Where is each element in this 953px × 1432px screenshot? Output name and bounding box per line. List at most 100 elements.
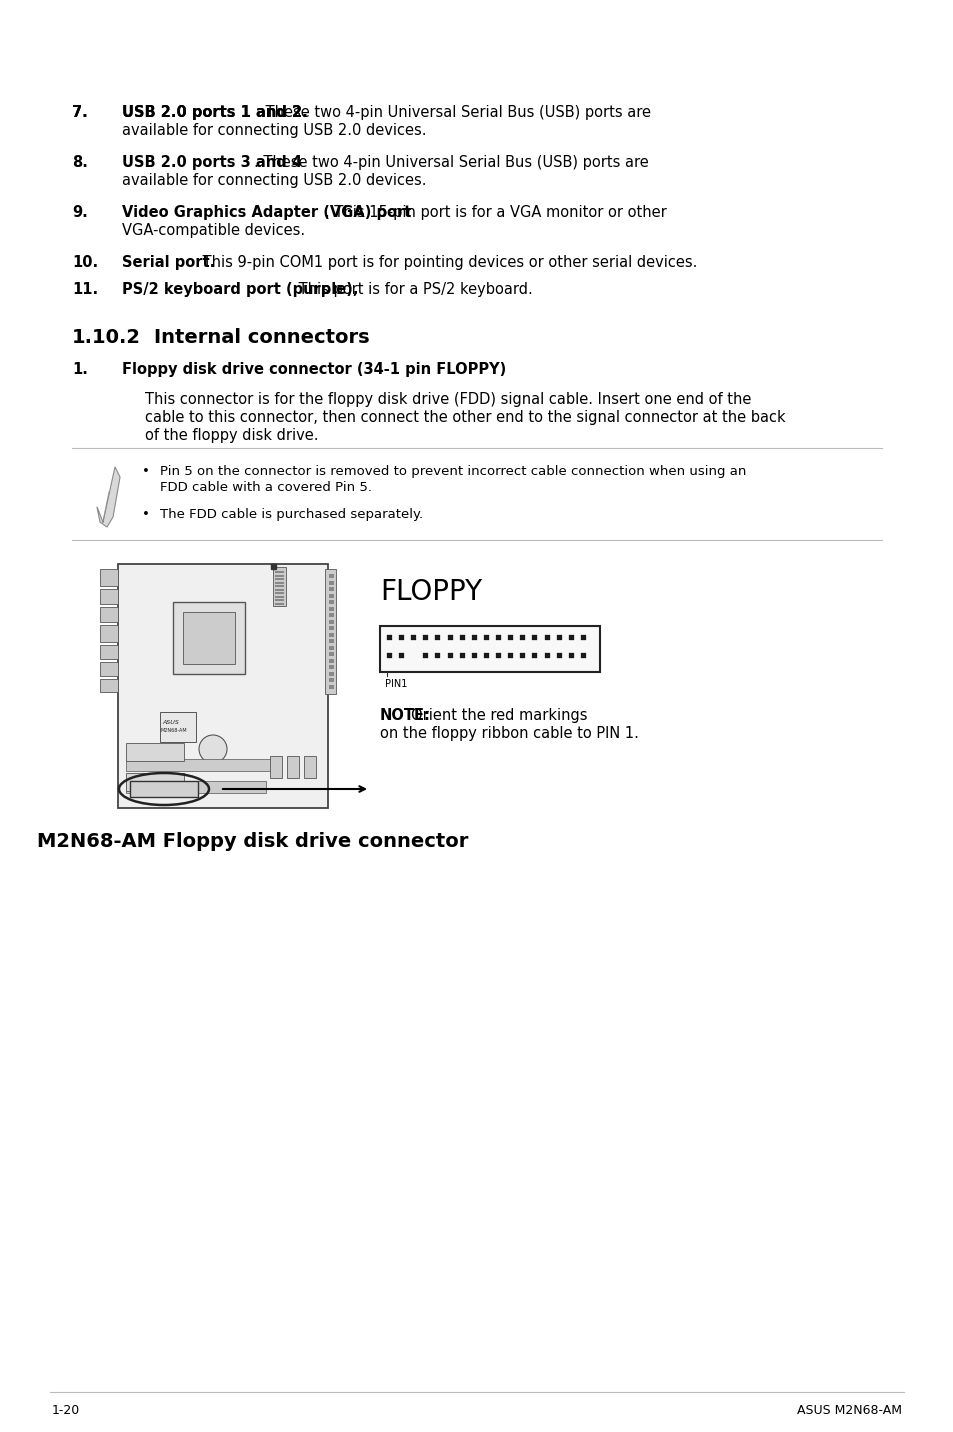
Polygon shape xyxy=(274,579,284,580)
Text: ASUS: ASUS xyxy=(162,720,178,725)
Text: This connector is for the floppy disk drive (FDD) signal cable. Insert one end o: This connector is for the floppy disk dr… xyxy=(145,392,751,407)
Text: VGA-compatible devices.: VGA-compatible devices. xyxy=(122,223,305,238)
Text: 9.: 9. xyxy=(71,205,88,221)
Text: 1.: 1. xyxy=(71,362,88,377)
Text: available for connecting USB 2.0 devices.: available for connecting USB 2.0 devices… xyxy=(122,123,426,137)
Polygon shape xyxy=(100,569,118,586)
Polygon shape xyxy=(274,581,284,583)
Polygon shape xyxy=(126,780,266,793)
Polygon shape xyxy=(483,653,489,657)
Polygon shape xyxy=(447,634,452,640)
Text: 1-20: 1-20 xyxy=(52,1403,80,1418)
Polygon shape xyxy=(287,756,298,778)
Polygon shape xyxy=(183,611,234,664)
Polygon shape xyxy=(556,634,561,640)
Polygon shape xyxy=(274,603,284,604)
Polygon shape xyxy=(496,634,500,640)
Polygon shape xyxy=(329,613,334,617)
Polygon shape xyxy=(329,620,334,623)
Polygon shape xyxy=(472,653,476,657)
Text: 10.: 10. xyxy=(71,255,98,271)
Polygon shape xyxy=(329,652,334,656)
Text: . These two 4-pin Universal Serial Bus (USB) ports are: . These two 4-pin Universal Serial Bus (… xyxy=(254,155,648,170)
Polygon shape xyxy=(329,580,334,584)
Polygon shape xyxy=(126,773,184,790)
Text: 1.10.2: 1.10.2 xyxy=(71,328,141,347)
Polygon shape xyxy=(329,672,334,676)
Polygon shape xyxy=(304,756,315,778)
Polygon shape xyxy=(270,756,282,778)
Polygon shape xyxy=(379,626,599,672)
Polygon shape xyxy=(329,607,334,610)
Text: USB 2.0 ports 1 and 2.: USB 2.0 ports 1 and 2. xyxy=(122,105,308,120)
Polygon shape xyxy=(329,633,334,636)
Text: •: • xyxy=(142,465,150,478)
Text: of the floppy disk drive.: of the floppy disk drive. xyxy=(145,428,318,442)
Text: Pin 5 on the connector is removed to prevent incorrect cable connection when usi: Pin 5 on the connector is removed to pre… xyxy=(160,465,745,478)
Polygon shape xyxy=(532,653,537,657)
Polygon shape xyxy=(329,574,334,579)
Polygon shape xyxy=(329,600,334,604)
Text: FDD cable with a covered Pin 5.: FDD cable with a covered Pin 5. xyxy=(160,481,372,494)
Text: USB 2.0 ports 1 and 2. These two 4-pin Universal Serial Bus (USB) ports are: USB 2.0 ports 1 and 2. These two 4-pin U… xyxy=(122,105,677,120)
Circle shape xyxy=(174,748,181,753)
Polygon shape xyxy=(126,743,184,760)
Polygon shape xyxy=(329,659,334,663)
Polygon shape xyxy=(271,564,275,569)
Text: Video Graphics Adapter (VGA) port: Video Graphics Adapter (VGA) port xyxy=(122,205,411,221)
Polygon shape xyxy=(519,653,525,657)
Polygon shape xyxy=(398,634,404,640)
Polygon shape xyxy=(411,634,416,640)
Polygon shape xyxy=(273,567,286,606)
Polygon shape xyxy=(398,653,404,657)
Polygon shape xyxy=(274,599,284,601)
Text: 7.: 7. xyxy=(71,105,88,120)
Polygon shape xyxy=(459,634,464,640)
Polygon shape xyxy=(532,634,537,640)
Polygon shape xyxy=(274,571,284,573)
Polygon shape xyxy=(100,644,118,659)
Polygon shape xyxy=(274,591,284,594)
Polygon shape xyxy=(329,684,334,689)
Polygon shape xyxy=(580,653,585,657)
Polygon shape xyxy=(325,569,335,695)
Text: PIN1: PIN1 xyxy=(385,679,407,689)
Text: Orient the red markings: Orient the red markings xyxy=(411,707,587,723)
Polygon shape xyxy=(118,564,328,808)
Polygon shape xyxy=(274,586,284,587)
Polygon shape xyxy=(329,664,334,669)
Text: 8.: 8. xyxy=(71,155,88,170)
Polygon shape xyxy=(329,587,334,591)
Text: NOTE:: NOTE: xyxy=(379,707,431,723)
Polygon shape xyxy=(100,589,118,604)
Polygon shape xyxy=(100,679,118,692)
Text: ASUS M2N68-AM: ASUS M2N68-AM xyxy=(796,1403,901,1418)
Polygon shape xyxy=(329,639,334,643)
Text: These two 4-pin Universal Serial Bus (USB) ports are: These two 4-pin Universal Serial Bus (US… xyxy=(260,105,650,120)
Polygon shape xyxy=(100,607,118,621)
Polygon shape xyxy=(423,653,428,657)
Polygon shape xyxy=(580,634,585,640)
Text: Serial port.: Serial port. xyxy=(122,255,215,271)
Polygon shape xyxy=(100,624,118,642)
Polygon shape xyxy=(172,601,245,674)
Polygon shape xyxy=(447,653,452,657)
Text: USB 2.0 ports 1 and 2.: USB 2.0 ports 1 and 2. xyxy=(122,105,308,120)
Text: 11.: 11. xyxy=(71,282,98,296)
Polygon shape xyxy=(126,759,281,770)
Text: The FDD cable is purchased separately.: The FDD cable is purchased separately. xyxy=(160,508,423,521)
Polygon shape xyxy=(97,467,120,527)
Polygon shape xyxy=(274,589,284,590)
Polygon shape xyxy=(556,653,561,657)
Polygon shape xyxy=(496,653,500,657)
Polygon shape xyxy=(130,780,198,798)
Text: M2N68-AM Floppy disk drive connector: M2N68-AM Floppy disk drive connector xyxy=(37,832,468,851)
Polygon shape xyxy=(274,596,284,597)
Polygon shape xyxy=(508,653,513,657)
Circle shape xyxy=(199,735,227,763)
Polygon shape xyxy=(435,653,440,657)
Polygon shape xyxy=(519,634,525,640)
Text: This port is for a PS/2 keyboard.: This port is for a PS/2 keyboard. xyxy=(294,282,533,296)
Polygon shape xyxy=(472,634,476,640)
Polygon shape xyxy=(568,653,573,657)
